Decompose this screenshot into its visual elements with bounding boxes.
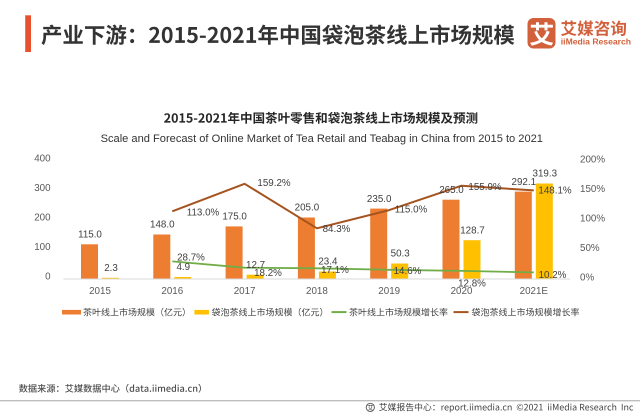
svg-text:113.0%: 113.0%	[187, 207, 220, 218]
svg-text:2016: 2016	[161, 286, 183, 297]
svg-text:2015: 2015	[89, 286, 111, 297]
svg-text:2020: 2020	[451, 286, 473, 297]
svg-text:4.9: 4.9	[176, 262, 190, 273]
svg-text:200: 200	[34, 213, 51, 224]
svg-text:2018: 2018	[306, 286, 328, 297]
svg-text:2.3: 2.3	[104, 263, 118, 274]
svg-text:155.9%: 155.9%	[468, 182, 502, 193]
svg-text:0%: 0%	[580, 272, 594, 283]
svg-text:159.2%: 159.2%	[257, 178, 291, 189]
svg-text:50.3: 50.3	[391, 249, 411, 260]
svg-text:50%: 50%	[580, 243, 600, 254]
svg-text:2019: 2019	[378, 286, 400, 297]
svg-text:292.1: 292.1	[512, 177, 537, 188]
svg-text:iiMedia Research: iiMedia Research	[561, 37, 631, 47]
svg-text:148.1%: 148.1%	[538, 185, 572, 196]
svg-text:265.0: 265.0	[439, 185, 464, 196]
svg-text:17.1%: 17.1%	[321, 265, 349, 276]
svg-text:18.2%: 18.2%	[254, 268, 282, 279]
svg-text:150%: 150%	[580, 184, 605, 195]
svg-text:Scale and Forecast of Online M: Scale and Forecast of Online Market of T…	[101, 133, 543, 145]
svg-text:300: 300	[34, 183, 51, 194]
svg-text:115.0%: 115.0%	[395, 204, 428, 215]
svg-text:205.0: 205.0	[295, 203, 320, 214]
svg-text:28.7%: 28.7%	[177, 252, 205, 263]
svg-text:10.2%: 10.2%	[539, 270, 567, 281]
svg-text:175.0: 175.0	[222, 212, 247, 223]
svg-text:12.8%: 12.8%	[458, 278, 486, 289]
svg-text:23.4: 23.4	[318, 257, 338, 268]
svg-text:12.7: 12.7	[246, 260, 265, 271]
svg-text:84.3%: 84.3%	[323, 224, 351, 235]
svg-text:128.7: 128.7	[460, 225, 485, 236]
svg-text:100%: 100%	[580, 214, 605, 225]
svg-text:2021E: 2021E	[520, 286, 549, 297]
svg-text:14.6%: 14.6%	[394, 266, 422, 277]
svg-text:2017: 2017	[234, 286, 256, 297]
svg-text:148.0: 148.0	[150, 220, 175, 231]
svg-text:235.0: 235.0	[367, 194, 392, 205]
svg-text:100: 100	[34, 242, 51, 253]
svg-text:0: 0	[45, 271, 51, 282]
svg-text:319.3: 319.3	[533, 169, 558, 180]
svg-text:400: 400	[34, 154, 51, 165]
svg-text:200%: 200%	[580, 155, 605, 166]
svg-text:115.0: 115.0	[78, 230, 102, 241]
